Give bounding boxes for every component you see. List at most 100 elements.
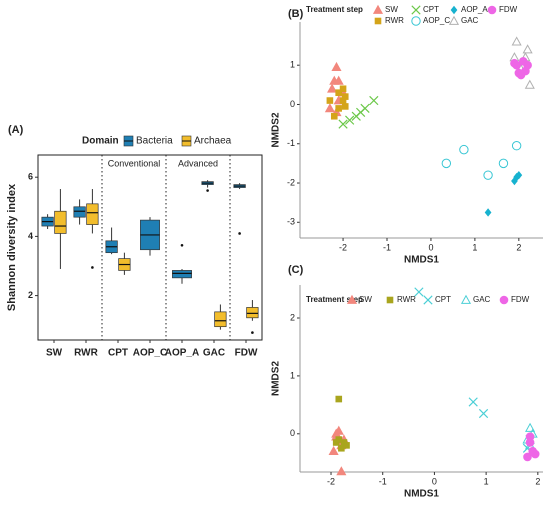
point xyxy=(331,61,342,72)
point xyxy=(525,432,535,441)
point xyxy=(346,294,358,304)
point xyxy=(333,75,344,85)
point xyxy=(335,89,342,96)
point xyxy=(339,97,347,104)
x-tick-label: SW xyxy=(46,348,63,359)
point xyxy=(343,442,350,449)
legend-label: GAC xyxy=(461,16,479,25)
box xyxy=(73,206,86,218)
point xyxy=(345,115,355,125)
y-tick-label: 0 xyxy=(290,428,295,438)
legend-label: Bacteria xyxy=(136,136,173,147)
y-tick-label: -1 xyxy=(287,138,295,148)
box xyxy=(86,203,99,225)
point xyxy=(498,158,509,169)
x-tick-label: GAC xyxy=(203,348,225,359)
y-tick-label: 2 xyxy=(28,290,33,300)
point xyxy=(341,93,349,100)
point xyxy=(324,103,335,113)
point xyxy=(510,58,519,68)
x-tick-label: -1 xyxy=(379,476,387,486)
point xyxy=(483,170,493,180)
point xyxy=(516,70,526,80)
y-tick-label: 1 xyxy=(290,60,295,70)
point xyxy=(448,15,460,25)
point xyxy=(515,170,523,180)
point xyxy=(478,408,489,419)
point xyxy=(414,287,424,297)
box xyxy=(246,307,259,319)
point xyxy=(460,294,472,304)
y-tick-label: 2 xyxy=(290,312,295,322)
point xyxy=(335,105,342,112)
legend-label: CPT xyxy=(435,295,451,304)
y-tick-label: 6 xyxy=(28,172,33,182)
legend-label: FDW xyxy=(499,5,518,14)
point xyxy=(386,296,394,304)
legend-title: Domain xyxy=(82,136,119,147)
x-tick-label: AOP_C xyxy=(133,348,167,359)
x-axis-label: NMDS1 xyxy=(404,489,439,500)
legend-label: GAC xyxy=(473,295,491,304)
legend-label: CPT xyxy=(423,5,439,14)
y-tick-label: -2 xyxy=(287,177,295,187)
section-label: Conventional xyxy=(108,158,161,168)
box xyxy=(54,210,67,234)
x-tick-label: 1 xyxy=(484,476,489,486)
point xyxy=(423,295,433,305)
point xyxy=(338,444,345,452)
point xyxy=(523,452,532,462)
box xyxy=(172,270,192,279)
y-axis-label: NMDS2 xyxy=(271,361,282,396)
point xyxy=(339,85,347,93)
y-tick-label: 1 xyxy=(290,370,295,380)
x-tick-label: 1 xyxy=(472,242,477,252)
x-axis-label: NMDS1 xyxy=(404,255,439,266)
point xyxy=(330,112,338,120)
x-tick-label: 2 xyxy=(516,242,521,252)
y-tick-label: -3 xyxy=(287,217,295,227)
point xyxy=(369,95,379,106)
legend-label: AOP_C xyxy=(423,16,450,25)
box xyxy=(214,311,227,328)
section-label: Advanced xyxy=(178,158,218,168)
point xyxy=(499,295,509,305)
outlier xyxy=(238,232,241,235)
x-tick-label: 2 xyxy=(535,476,540,486)
x-tick-label: -1 xyxy=(383,242,391,252)
point xyxy=(336,466,347,476)
point xyxy=(326,97,334,104)
x-tick-label: 0 xyxy=(428,242,433,252)
point xyxy=(335,395,343,403)
point xyxy=(372,4,384,14)
legend-label: SW xyxy=(359,295,372,304)
point xyxy=(525,422,536,432)
outlier xyxy=(206,189,209,192)
outlier xyxy=(251,331,254,334)
point xyxy=(338,119,348,129)
legend-label: AOP_A xyxy=(461,5,488,14)
point xyxy=(328,445,339,456)
point xyxy=(411,16,421,26)
outlier xyxy=(91,266,94,269)
point xyxy=(468,397,478,407)
y-tick-label: 0 xyxy=(290,99,295,109)
legend-title: Treatment step xyxy=(306,5,363,14)
x-tick-label: RWR xyxy=(74,348,98,359)
panel-label: (A) xyxy=(8,124,24,136)
point xyxy=(530,449,540,459)
x-tick-label: AOP_A xyxy=(165,348,199,359)
legend-label: RWR xyxy=(397,295,416,304)
legend-label: Archaea xyxy=(194,136,232,147)
x-tick-label: 0 xyxy=(432,476,437,486)
panel-label: (B) xyxy=(288,8,304,20)
point xyxy=(511,141,522,151)
x-tick-label: CPT xyxy=(108,348,128,359)
point xyxy=(374,17,382,25)
point xyxy=(511,36,522,46)
point xyxy=(356,107,366,117)
point xyxy=(341,103,349,110)
legend-label: FDW xyxy=(511,295,530,304)
